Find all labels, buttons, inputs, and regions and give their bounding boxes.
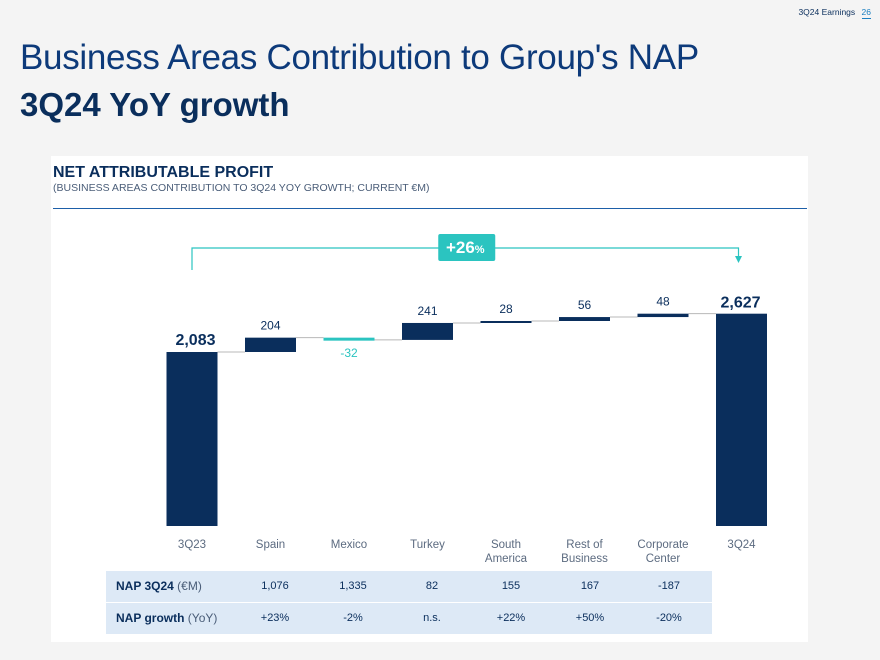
category-label: 3Q23 xyxy=(178,539,206,551)
slide-title: Business Areas Contribution to Group's N… xyxy=(20,38,699,77)
category-label: Turkey xyxy=(410,539,445,551)
data-label: 56 xyxy=(578,298,592,312)
data-label: 28 xyxy=(499,302,513,316)
table-cell: +22% xyxy=(496,612,526,624)
row-label-unit: (YoY) xyxy=(187,611,218,625)
row-label-unit: (€M) xyxy=(177,579,202,593)
data-label: 204 xyxy=(260,319,280,333)
growth-badge-text: +26% xyxy=(446,238,485,257)
header-label: 3Q24 Earnings xyxy=(798,7,856,17)
table-cell: n.s. xyxy=(423,612,441,624)
table-cell: 167 xyxy=(580,580,600,592)
category-label: 3Q24 xyxy=(727,539,756,551)
table-row-growth: NAP growth (YoY) +23% -2% n.s. +22% +50%… xyxy=(106,603,712,634)
chart-title-rule xyxy=(53,208,807,209)
table-cell: -20% xyxy=(656,612,682,624)
category-label: Mexico xyxy=(331,539,367,551)
row-label-text: NAP growth xyxy=(116,611,185,625)
table-cell: 1,335 xyxy=(339,580,367,592)
data-label: 2,627 xyxy=(720,295,760,312)
row-label-text: NAP 3Q24 xyxy=(116,579,174,593)
bar-negative xyxy=(323,337,375,341)
bar-positive xyxy=(637,313,689,318)
page-number: 26 xyxy=(861,7,871,19)
category-label: Corporate xyxy=(637,539,688,551)
slide-subtitle: 3Q24 YoY growth xyxy=(20,86,290,123)
table-cell: +50% xyxy=(575,612,605,624)
bar-total xyxy=(716,313,767,526)
table-cell: 155 xyxy=(501,580,521,592)
bar-positive xyxy=(559,317,610,321)
data-label: 2,083 xyxy=(175,332,215,349)
bar-positive xyxy=(402,322,453,340)
bar-positive xyxy=(245,337,296,352)
table-cell: 1,076 xyxy=(261,580,289,592)
bracket-arrow-icon xyxy=(735,256,742,263)
data-label: 48 xyxy=(656,295,670,309)
table-cell: +23% xyxy=(260,612,290,624)
category-label: South xyxy=(491,539,521,551)
category-label: Spain xyxy=(256,539,285,551)
growth-badge xyxy=(438,234,496,261)
bar-positive xyxy=(480,320,532,323)
data-label: -32 xyxy=(340,346,358,360)
row-label-growth: NAP growth (YoY) xyxy=(116,611,217,625)
table-cell: -187 xyxy=(657,580,681,592)
table-cell: -2% xyxy=(343,612,363,624)
slide-header: 3Q24 Earnings 26 xyxy=(798,7,871,19)
data-label: 241 xyxy=(417,304,437,318)
table-cell: 82 xyxy=(425,580,439,592)
category-label: Business xyxy=(561,553,608,565)
row-label-nap: NAP 3Q24 (€M) xyxy=(116,579,202,593)
chart-subtitle: (BUSINESS AREAS CONTRIBUTION TO 3Q24 YOY… xyxy=(53,182,430,194)
category-label: Center xyxy=(646,553,681,565)
table-row-nap: NAP 3Q24 (€M) 1,076 1,335 82 155 167 -18… xyxy=(106,571,712,602)
category-label: Rest of xyxy=(566,539,603,551)
bar-total xyxy=(166,352,218,526)
category-label: America xyxy=(485,553,528,565)
chart-title: NET ATTRIBUTABLE PROFIT xyxy=(53,164,274,181)
